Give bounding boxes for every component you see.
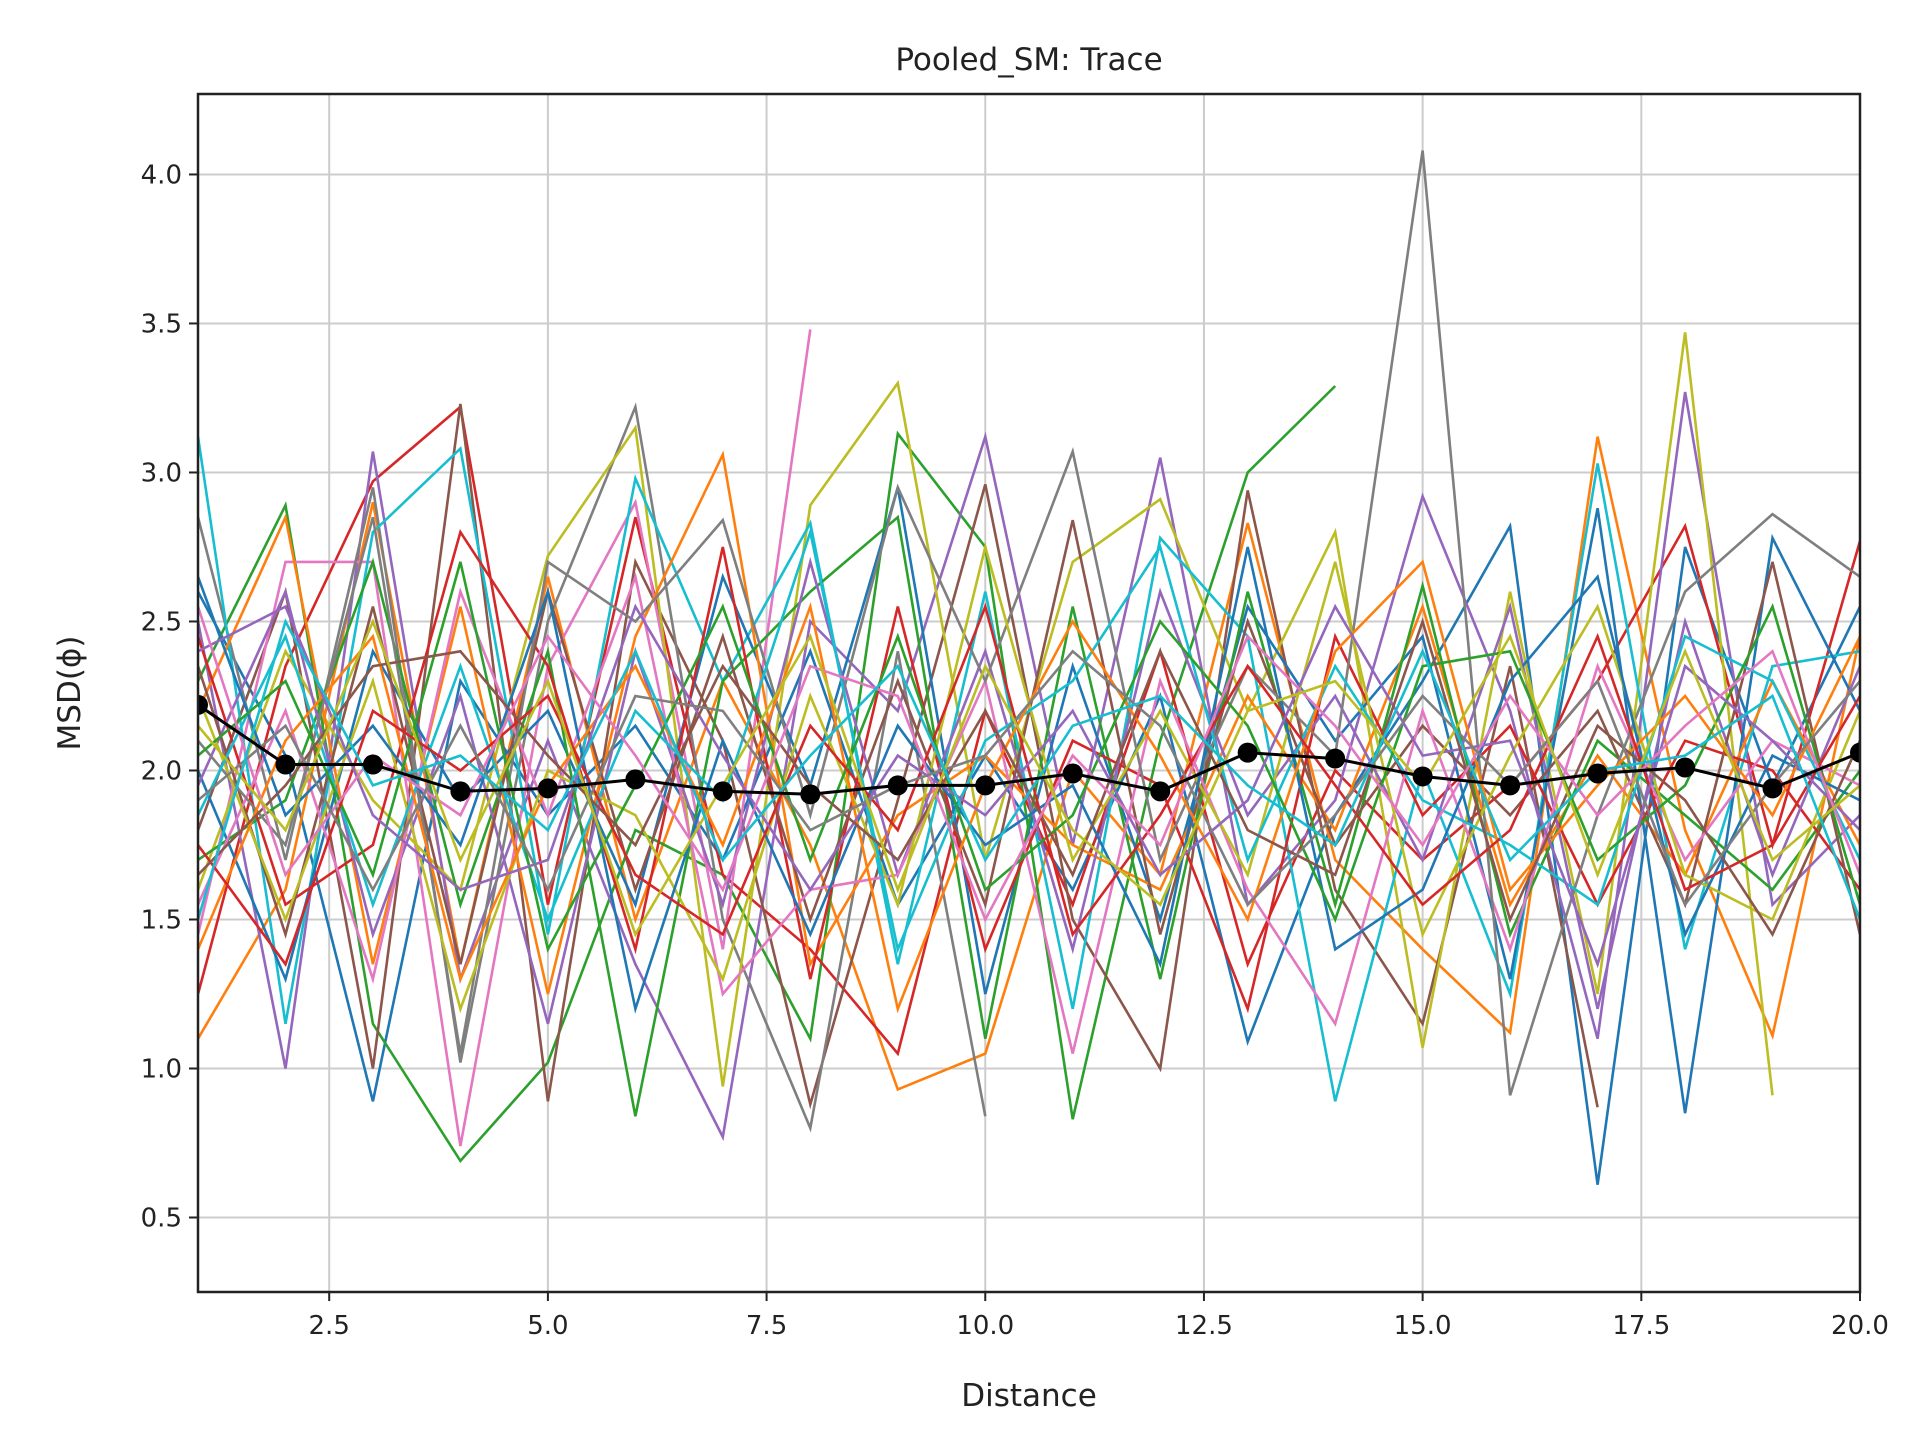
chart-title: Pooled_SM: Trace [895, 42, 1162, 78]
series-line [198, 618, 1860, 920]
series-line [198, 403, 1599, 1110]
x-tick-label: 15.0 [1394, 1311, 1452, 1341]
mean-point [537, 778, 558, 799]
y-axis: 0.5 1.0 1.5 2.0 2.5 3.0 3.5 4.0 [141, 160, 198, 1233]
mean-point [800, 784, 821, 805]
mean-point [198, 694, 208, 715]
y-tick-label: 2.5 [141, 607, 182, 637]
mean-point [625, 769, 646, 790]
y-tick-label: 1.5 [141, 905, 182, 935]
series-line [198, 391, 1860, 1142]
mean-point [1062, 763, 1083, 784]
x-tick-label: 17.5 [1612, 1311, 1670, 1341]
series-line [198, 514, 1860, 1117]
mean-point [1237, 742, 1258, 763]
x-axis: 2.5 5.0 7.5 10.0 12.5 15.0 17.5 20.0 [309, 1292, 1889, 1341]
series-line [198, 329, 812, 1147]
mean-point [362, 754, 383, 775]
x-axis-label: Distance [961, 1378, 1097, 1414]
mean-point [975, 775, 996, 796]
mean-point [1675, 757, 1696, 778]
series-line [198, 649, 1860, 908]
series-line [198, 527, 1860, 954]
y-tick-label: 0.5 [141, 1203, 182, 1233]
y-tick-label: 3.5 [141, 309, 182, 339]
series-line [198, 603, 1860, 969]
mean-point [1762, 778, 1783, 799]
plot-area [198, 150, 1860, 1185]
y-tick-label: 3.0 [141, 458, 182, 488]
series-line [198, 602, 1860, 967]
plot-frame [196, 92, 1862, 1294]
mean-series [198, 694, 1860, 805]
mean-point [712, 781, 733, 802]
x-tick-label: 20.0 [1831, 1311, 1889, 1341]
x-tick-label: 2.5 [309, 1311, 350, 1341]
series-line [198, 617, 1860, 938]
series-line [198, 546, 1860, 1014]
x-tick-label: 10.0 [956, 1311, 1014, 1341]
x-tick-label: 7.5 [746, 1311, 787, 1341]
x-tick-label: 5.0 [527, 1311, 568, 1341]
series-line [198, 528, 1860, 1014]
series-line [198, 561, 1860, 953]
mean-line [198, 703, 1860, 796]
y-axis-label: MSD(ϕ) [52, 636, 88, 751]
mean-point [450, 781, 471, 802]
mean-point [1325, 748, 1346, 769]
mean-point [1150, 781, 1171, 802]
mean-point [1850, 742, 1860, 763]
y-tick-label: 4.0 [141, 160, 182, 190]
mean-point [1500, 775, 1521, 796]
series-line [198, 606, 1860, 923]
y-tick-label: 1.0 [141, 1054, 182, 1084]
y-tick-label: 2.0 [141, 756, 182, 786]
mean-point [275, 754, 296, 775]
mean-point [1412, 766, 1433, 787]
mean-point [1587, 763, 1608, 784]
mean-point [887, 775, 908, 796]
x-tick-label: 12.5 [1175, 1311, 1233, 1341]
series-line [198, 385, 1337, 1164]
